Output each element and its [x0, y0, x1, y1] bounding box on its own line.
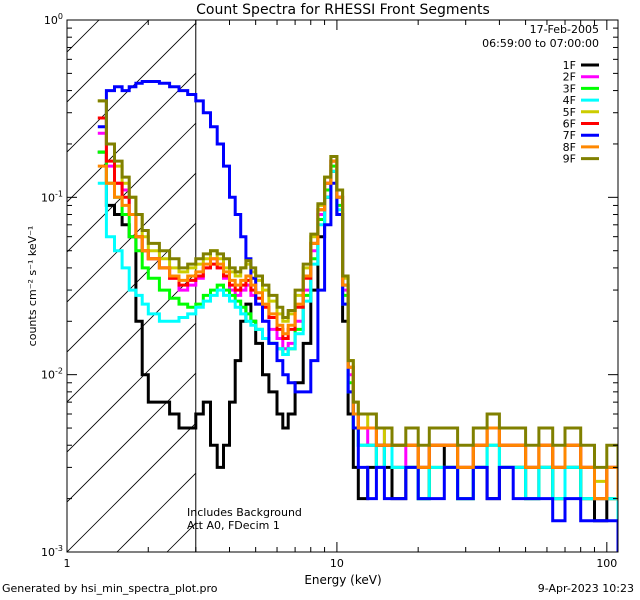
time-range-label: 06:59:00 to 07:00:00 — [482, 37, 599, 50]
legend-label-2F: 2F — [563, 71, 576, 84]
y-tick-label: 10-3 — [41, 544, 63, 559]
axis-ticks: 1 10 100 10-3 10-2 10-1 100 — [41, 12, 618, 570]
hatch-line — [0, 0, 17, 552]
annotation-background: Includes Background — [187, 506, 302, 519]
x-tick-label: 100 — [596, 557, 617, 570]
hatch-line — [67, 372, 196, 503]
legend-label-1F: 1F — [563, 59, 576, 72]
legend-label-8F: 8F — [563, 141, 576, 154]
legend-label-5F: 5F — [563, 106, 576, 119]
x-tick-label: 10 — [330, 557, 344, 570]
chart-title: Count Spectra for RHESSI Front Segments — [196, 2, 490, 18]
legend-label-6F: 6F — [563, 118, 576, 131]
date-label: 17-Feb-2005 — [530, 23, 599, 36]
hatch-line — [67, 172, 196, 303]
hatch-line — [267, 0, 640, 552]
legend-label-4F: 4F — [563, 94, 576, 107]
legend-label-3F: 3F — [563, 82, 576, 95]
series-8F-line — [97, 159, 618, 501]
hatch-line — [67, 222, 196, 353]
hatch-line — [67, 22, 196, 153]
hatch-line — [67, 322, 196, 453]
timestamp-text: 9-Apr-2023 10:23 — [537, 582, 634, 595]
legend-label-7F: 7F — [563, 129, 576, 142]
y-axis-label: counts cm⁻² s⁻¹ keV⁻¹ — [26, 226, 39, 347]
series-4F-line — [97, 169, 618, 523]
generated-by-text: Generated by hsi_min_spectra_plot.pro — [2, 582, 218, 595]
y-tick-label: 10-1 — [41, 189, 63, 204]
hatch-line — [67, 20, 150, 103]
attenuator-shading — [0, 0, 640, 552]
series-1F-line — [97, 150, 618, 523]
series-3F-line — [97, 150, 618, 523]
x-tick-label: 1 — [64, 557, 71, 570]
series-5F-line — [97, 99, 618, 501]
series-7F-line — [97, 80, 618, 552]
legend-label-9F: 9F — [563, 153, 576, 166]
annotation-attenuator: Att A0, FDecim 1 — [187, 519, 280, 532]
y-tick-label: 100 — [44, 12, 63, 27]
x-axis-label: Energy (keV) — [304, 573, 381, 587]
series-9F-line — [97, 99, 618, 469]
y-tick-label: 10-2 — [41, 367, 63, 382]
series-group — [97, 80, 618, 552]
hatch-line — [67, 422, 196, 552]
hatch-line — [317, 0, 640, 552]
plot-frame — [66, 19, 619, 553]
